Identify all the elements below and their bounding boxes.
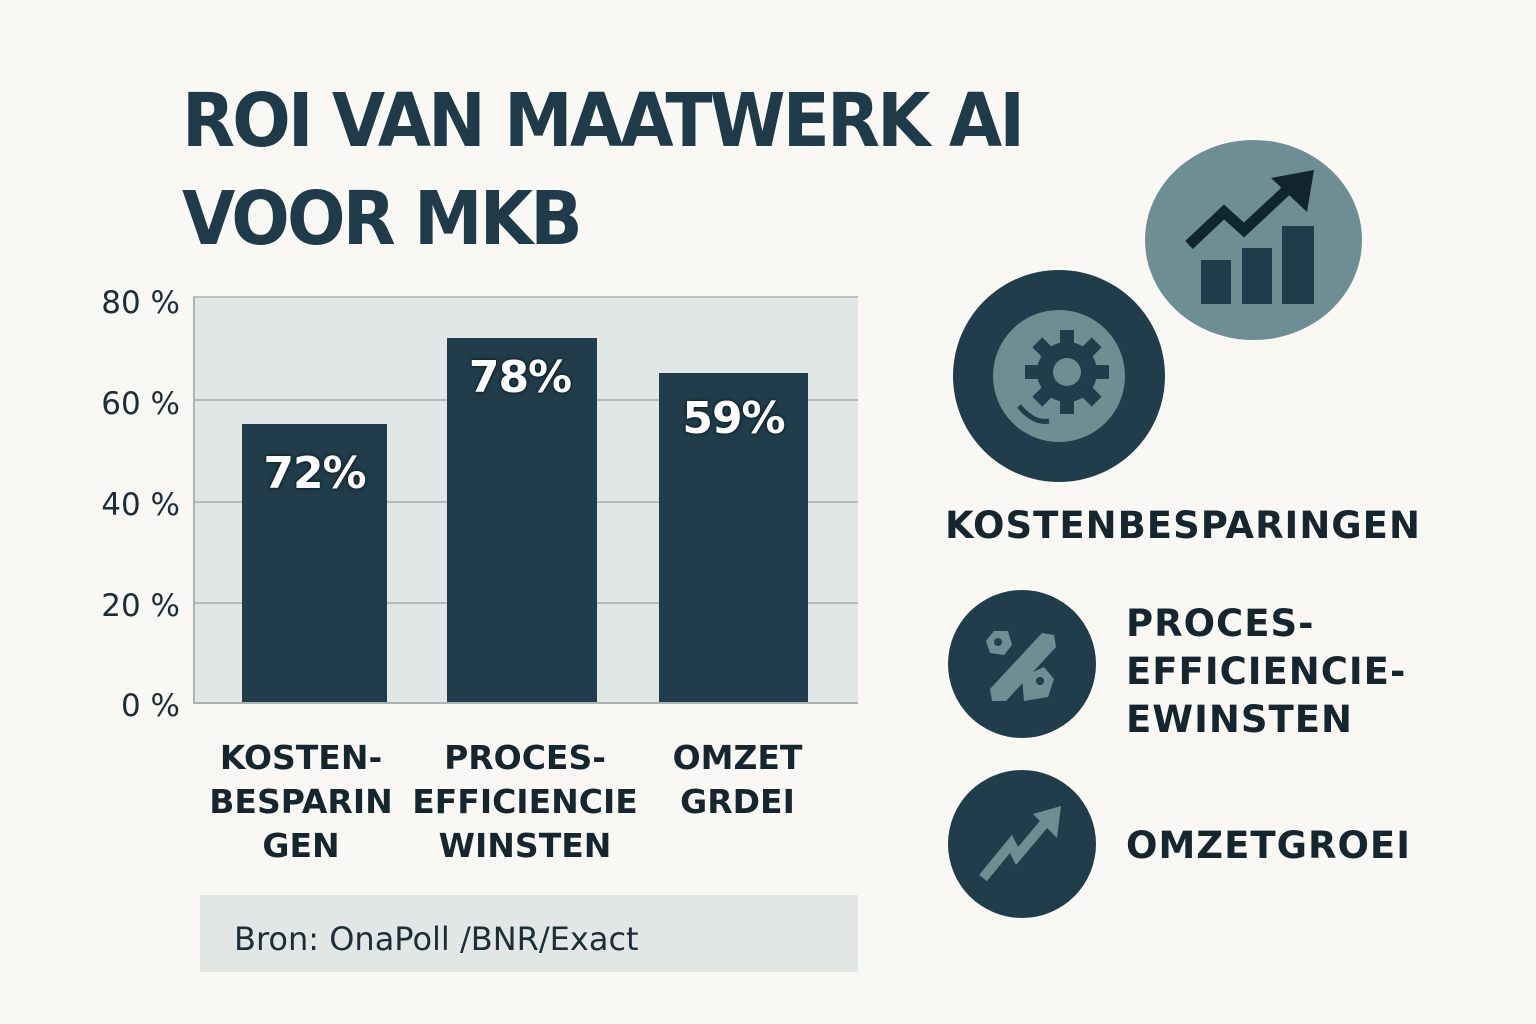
page-title: ROI VAN MAATWERK AI VOOR MKB [182, 72, 1025, 268]
title-line-1: ROI VAN MAATWERK AI [182, 78, 1025, 164]
bar-value-label: 78% [468, 352, 572, 403]
x-label-kostenbesparingen: KOSTEN- BESPARIN GEN [209, 738, 393, 865]
y-tick-0: 0 % [120, 688, 180, 724]
growth-chart-icon [1145, 140, 1362, 340]
gear-icon [953, 270, 1165, 482]
legend-label-kostenbesparingen: KOSTENBESPARINGEN [945, 504, 1421, 547]
legend-label-omzetgroei: OMZETGROEI [1126, 824, 1411, 867]
y-tick-20: 20 % [101, 588, 180, 624]
source-note: Bron: OnaPoll /BNR/Exact [200, 895, 858, 972]
percent-icon [948, 590, 1096, 738]
y-tick-80: 80 % [101, 285, 180, 321]
bar-omzetgroei: 59% [659, 373, 808, 702]
bar-procesefficiencie: 78% [447, 338, 597, 702]
bar-value-label: 59% [682, 393, 785, 444]
y-tick-40: 40 % [101, 487, 180, 523]
bar-value-label: 72% [263, 448, 366, 499]
title-line-2: VOOR MKB [182, 176, 583, 262]
y-tick-60: 60 % [101, 386, 180, 422]
x-label-omzetgroei: OMZET GRDEI [672, 738, 803, 821]
bar-chart-plot: 72% 78% 59% [193, 296, 858, 704]
x-label-procesefficiencie: PROCES- EFFICIENCIE WINSTEN [412, 738, 638, 865]
legend-label-procesefficiencie: PROCES- EFFICIENCIE- EWINSTEN [1126, 602, 1407, 741]
bar-kostenbesparingen: 72% [242, 424, 387, 702]
trend-arrow-icon [948, 770, 1096, 918]
